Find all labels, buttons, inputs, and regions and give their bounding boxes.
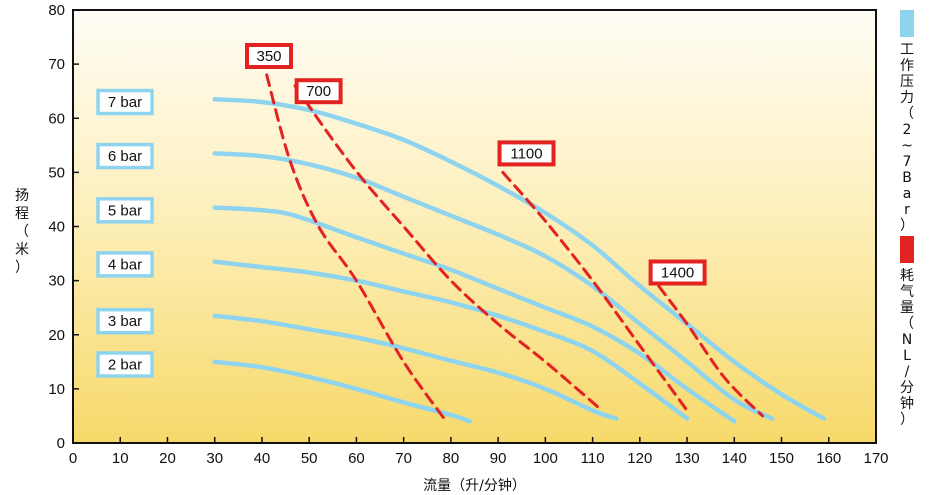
x-tick-label-20: 20 [159, 450, 176, 467]
curve-label-box-1400 [648, 259, 707, 286]
series-line-7-bar [212, 97, 827, 421]
y-tick-label-50: 50 [48, 164, 65, 181]
legend-item-2-swatch [900, 236, 914, 263]
curve-label-1400: 1400 [648, 259, 707, 286]
x-tick-label-80: 80 [443, 450, 460, 467]
x-tick-label-120: 120 [627, 450, 652, 467]
series-line-4-bar [212, 259, 690, 421]
y-tick-label-70: 70 [48, 56, 65, 73]
x-tick-label-110: 110 [581, 450, 605, 467]
curve-label-box-7-bar [96, 88, 154, 116]
series-line-1400 [657, 284, 765, 418]
y-tick-label-80: 80 [48, 2, 65, 19]
y-tick-label-40: 40 [48, 219, 65, 236]
y-tick-label-20: 20 [48, 327, 65, 344]
x-tick-label-10: 10 [112, 450, 129, 467]
x-tick-label-50: 50 [301, 450, 318, 467]
curve-label-box-5-bar [96, 197, 154, 224]
curve-label-text-350: 350 [256, 48, 281, 65]
x-tick-label-90: 90 [490, 450, 507, 467]
series-line-6-bar [212, 151, 775, 421]
curve-label-7-bar: 7 bar [96, 88, 154, 116]
series-line-350 [265, 73, 448, 423]
curve-label-box-6-bar [96, 142, 154, 170]
x-tick-label-100: 100 [533, 450, 558, 467]
curve-label-350: 350 [245, 43, 293, 69]
axis-titles: 流量（升/分钟） 扬程（米） [15, 188, 526, 494]
legend-item-2-label: 耗气量（ N L/分钟） [900, 268, 914, 428]
x-tick-label-170: 170 [863, 450, 888, 467]
x-tick-label-130: 130 [675, 450, 700, 467]
x-axis-title: 流量（升/分钟） [423, 477, 526, 494]
curve-label-text-1400: 1400 [661, 265, 694, 282]
curves-layer [212, 73, 827, 424]
curve-label-text-1100: 1100 [510, 145, 542, 162]
y-tick-label-10: 10 [48, 381, 65, 398]
annotation-layer: 2 bar 3 bar 4 bar 5 bar 6 bar 7 bar 350 700 1100… [96, 43, 707, 378]
curve-label-box-700 [294, 78, 343, 105]
series-line-2-bar [212, 359, 473, 424]
x-tick-label-60: 60 [348, 450, 365, 467]
x-tick-label-40: 40 [254, 450, 271, 467]
curve-label-text-5-bar: 5 bar [108, 202, 142, 219]
series-line-1100 [501, 170, 689, 412]
curve-label-4-bar: 4 bar [96, 251, 154, 278]
legend-item-2: 耗气量（ N L/分钟） [900, 236, 914, 428]
curve-label-text-3-bar: 3 bar [108, 313, 142, 330]
series-line-700 [293, 84, 604, 412]
x-tick-label-30: 30 [206, 450, 223, 467]
curve-label-2-bar: 2 bar [96, 351, 154, 378]
curve-label-box-4-bar [96, 251, 154, 278]
y-tick-label-30: 30 [48, 273, 65, 290]
curve-label-box-3-bar [96, 307, 154, 335]
x-tick-label-140: 140 [722, 450, 747, 467]
curve-label-text-7-bar: 7 bar [108, 94, 142, 111]
curve-label-box-350 [245, 43, 293, 69]
y-tick-label-60: 60 [48, 110, 65, 127]
curve-label-5-bar: 5 bar [96, 197, 154, 224]
curve-label-700: 700 [294, 78, 343, 105]
legend-item-1-swatch [900, 10, 914, 37]
curve-label-text-6-bar: 6 bar [108, 148, 142, 165]
axes-layer: 0 10 20 30 40 50 60 70 80 90 100 110 120 130 140 150 160… [48, 2, 888, 467]
curve-label-box-1100 [497, 140, 556, 167]
curve-label-box-2-bar [96, 351, 154, 378]
curve-label-text-2-bar: 2 bar [108, 357, 142, 374]
curve-label-6-bar: 6 bar [96, 142, 154, 170]
x-tick-label-0: 0 [69, 450, 77, 467]
y-axis-title: 扬程（米） [15, 188, 29, 276]
x-tick-label-70: 70 [395, 450, 412, 467]
x-tick-label-150: 150 [769, 450, 794, 467]
series-line-5-bar [212, 205, 737, 424]
curve-label-3-bar: 3 bar [96, 307, 154, 335]
curve-label-1100: 1100 [497, 140, 556, 167]
x-tick-label-160: 160 [816, 450, 841, 467]
series-line-3-bar [212, 313, 619, 421]
y-tick-label-0: 0 [57, 435, 65, 452]
curve-label-text-700: 700 [306, 83, 331, 100]
curve-label-text-4-bar: 4 bar [108, 256, 142, 273]
